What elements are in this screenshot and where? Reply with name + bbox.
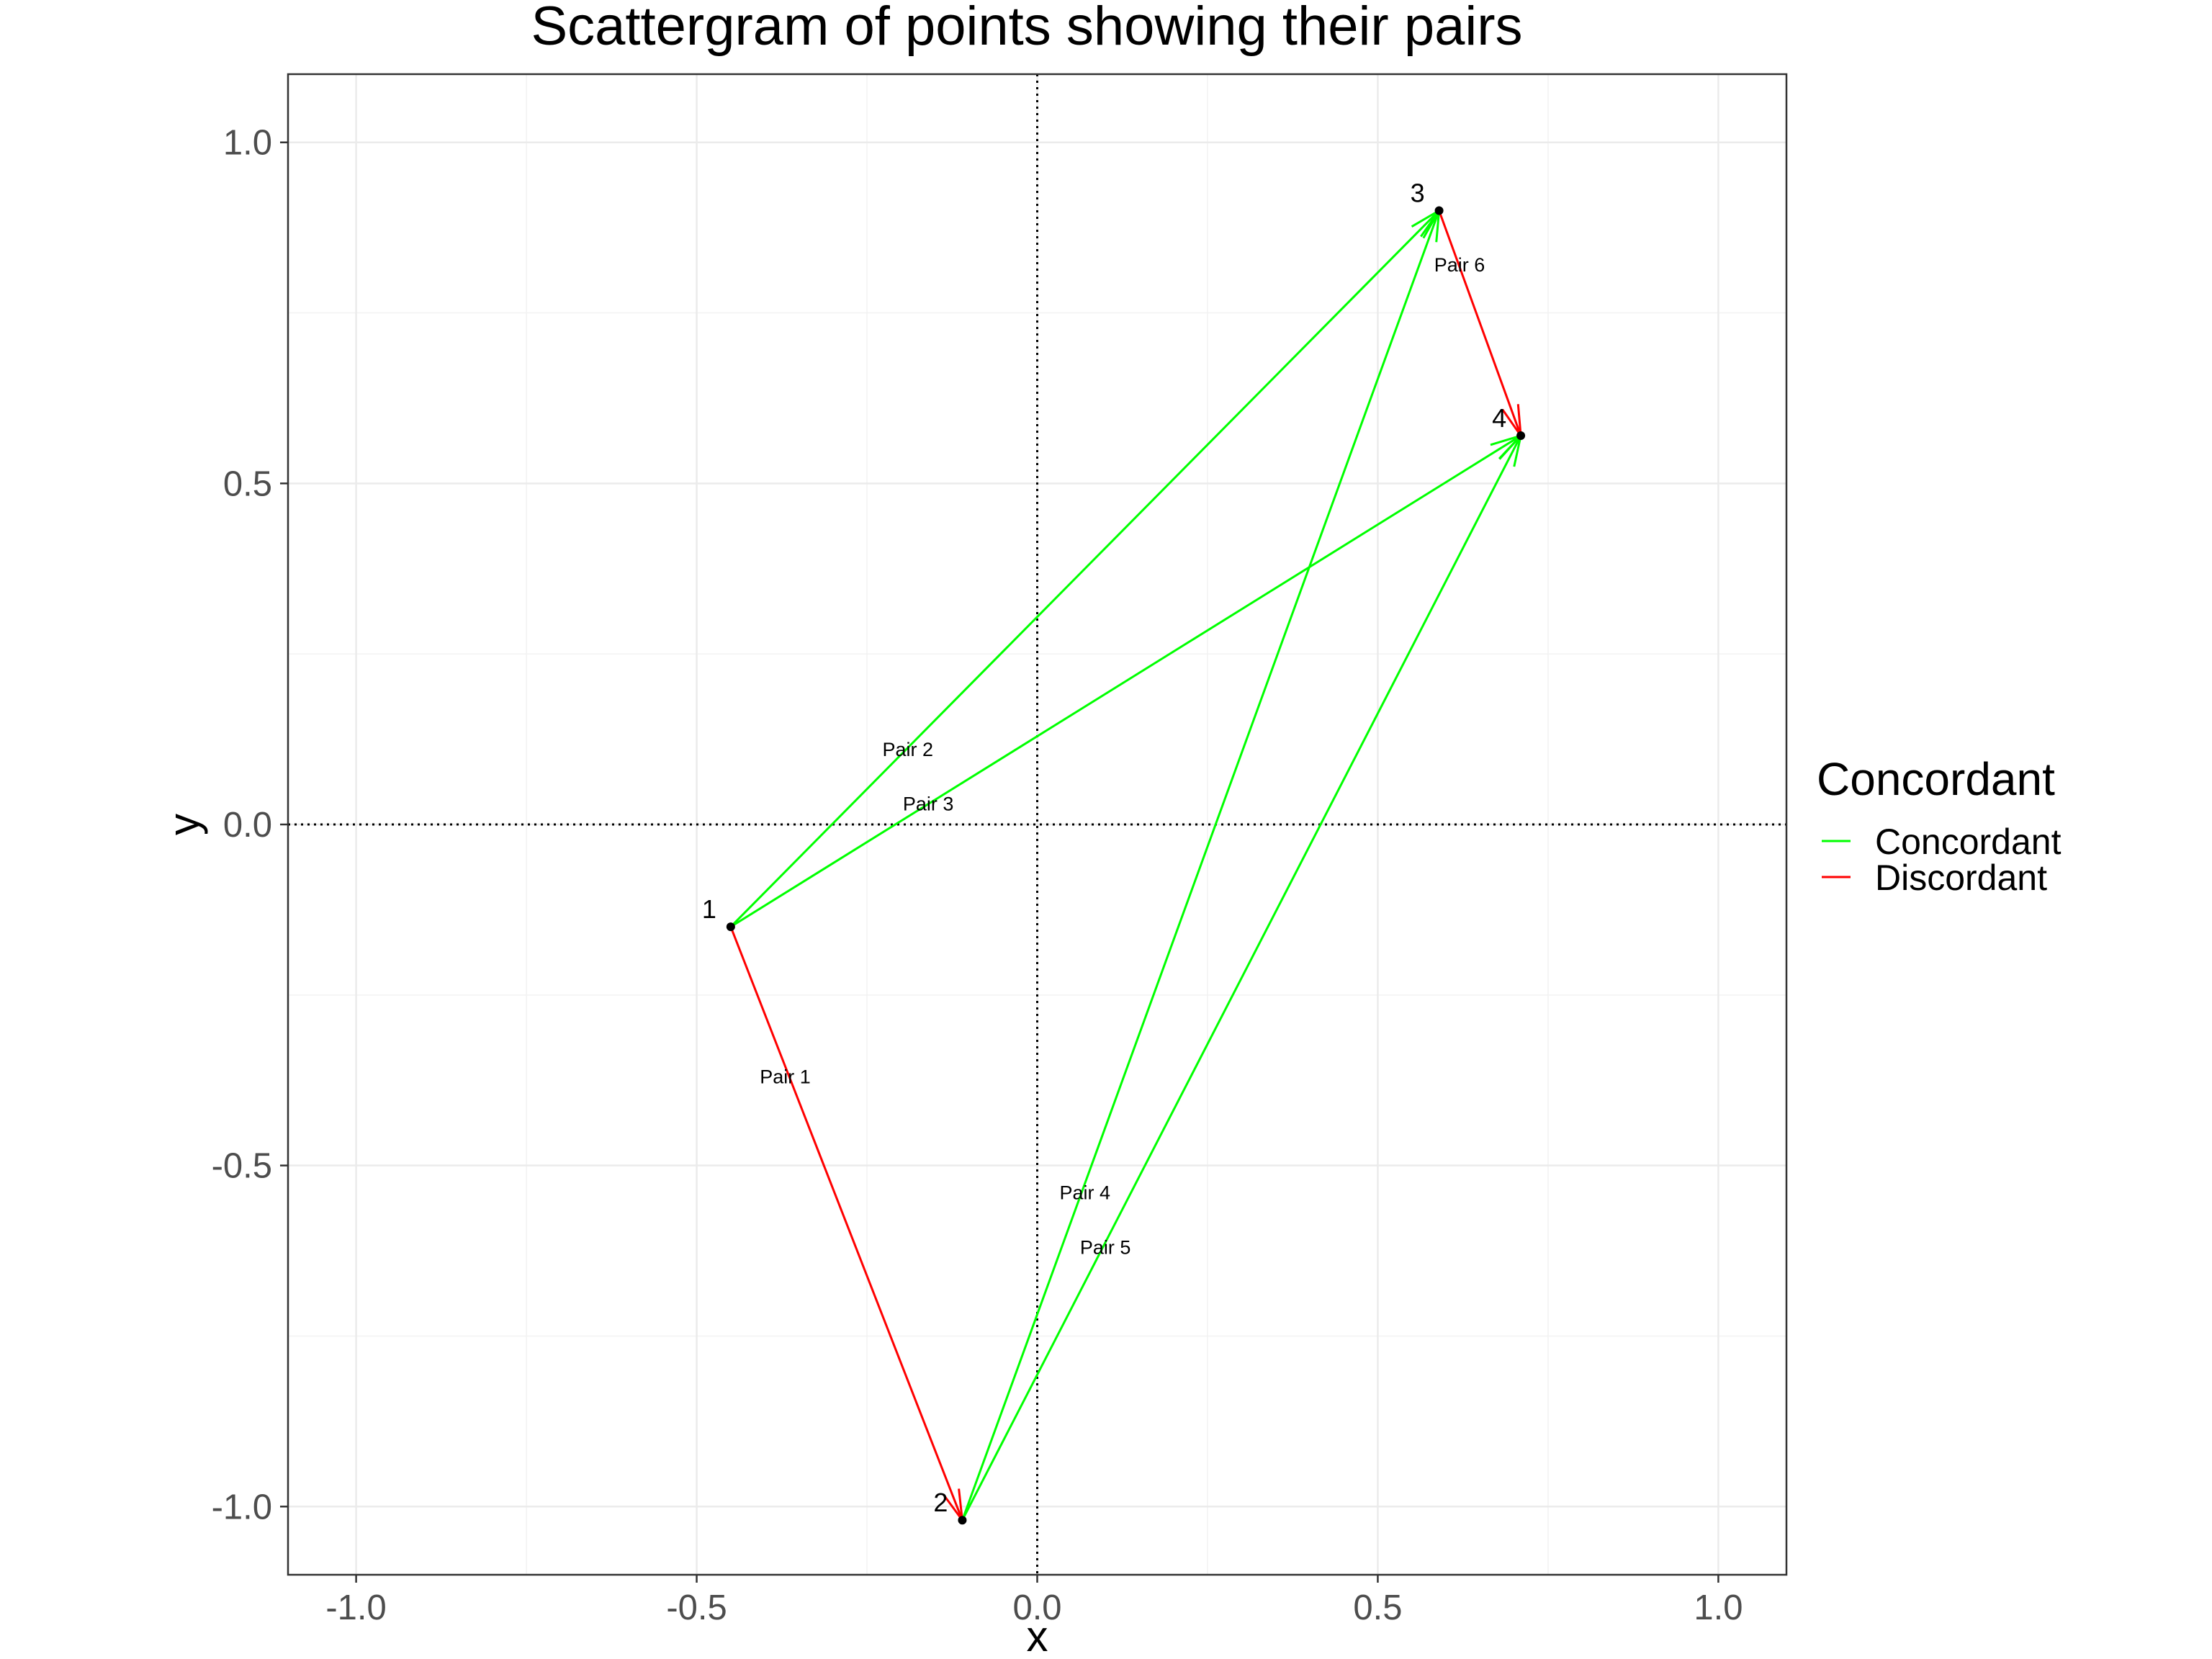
pair-label-1: Pair 1 [760,1066,811,1087]
x-axis-title: x [1027,1612,1048,1659]
pair-label-2: Pair 2 [883,739,934,760]
point-3 [1434,206,1444,215]
axes: -1.0 -0.5 0.0 0.5 1.0 -1.0 -0.5 0.0 0.5 1.0 x y [160,124,1743,1659]
pair-label-3: Pair 3 [903,793,954,815]
pair-label-6: Pair 6 [1434,254,1485,276]
x-tick-label: -0.5 [666,1588,727,1627]
pair-label-5: Pair 5 [1080,1236,1131,1258]
x-tick-label: 0.0 [1012,1588,1061,1627]
point-label-1: 1 [702,894,716,924]
pair-arrow-5 [961,435,1522,1521]
pair-labels: Pair 1 Pair 2 Pair 3 Pair 4 Pair 5 Pair 6 [760,254,1485,1258]
point-2 [958,1516,967,1525]
legend-label-discordant: Discordant [1875,858,2047,898]
pair-arrow-4 [961,210,1440,1521]
y-tick-label: 1.0 [223,124,272,163]
y-tick-label: 0.0 [223,806,272,845]
point-label-3: 3 [1411,178,1425,207]
point-label-4: 4 [1492,403,1506,433]
legend-title: Concordant [1817,753,2055,805]
points: 1 2 3 4 [702,178,1526,1525]
x-tick-label: 1.0 [1694,1588,1743,1627]
x-tick-label: 0.5 [1353,1588,1402,1627]
y-tick-label: -0.5 [212,1147,272,1186]
plot-panel: Pair 1 Pair 2 Pair 3 Pair 4 Pair 5 Pair 6 1 2 3 4 [287,73,1788,1576]
point-4 [1516,431,1526,441]
pair-arrows [729,207,1525,1524]
pair-arrow-3 [730,434,1521,928]
y-tick-label: -1.0 [212,1488,272,1527]
x-tick-label: -1.0 [325,1588,386,1627]
pair-arrow-6 [1438,210,1522,436]
legend-label-concordant: Concordant [1875,822,2062,862]
point-label-2: 2 [933,1488,948,1517]
y-tick-label: 0.5 [223,464,272,503]
y-axis-title: y [160,814,208,835]
pair-arrow-2 [729,210,1440,928]
chart-title: Scattergram of points showing their pair… [531,0,1522,57]
pair-label-4: Pair 4 [1059,1182,1110,1204]
pair-arrow-1 [729,926,963,1521]
point-1 [726,922,735,932]
